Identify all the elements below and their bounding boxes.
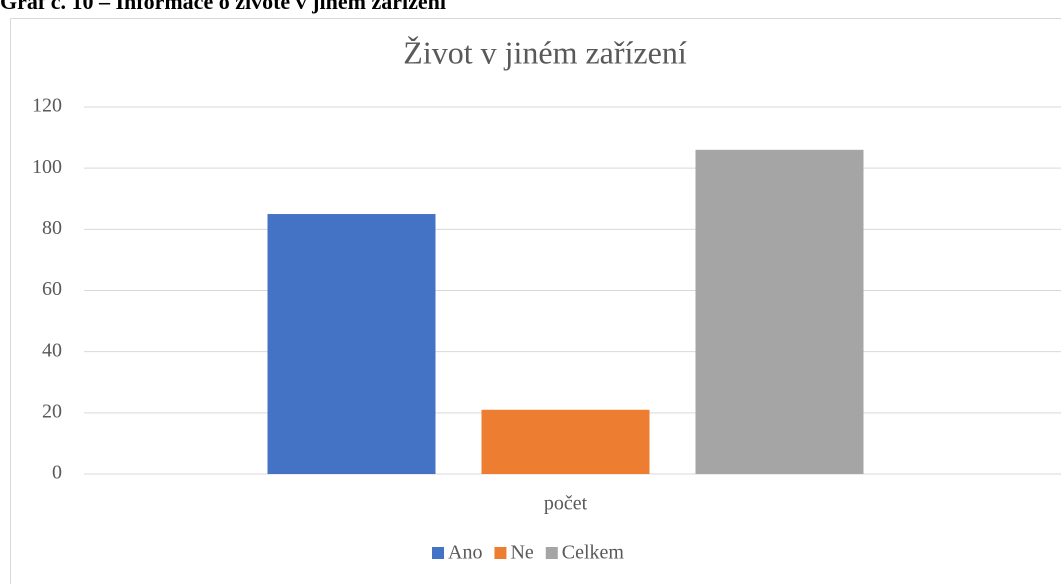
- legend-swatch: [494, 547, 507, 559]
- bar: [481, 409, 650, 474]
- legend-label: Ano: [448, 542, 482, 564]
- y-tick-label: 40: [42, 339, 62, 361]
- chart-title: Život v jiném zařízení: [403, 34, 687, 70]
- legend-label: Celkem: [562, 542, 625, 564]
- chart-frame: [10, 18, 1061, 584]
- y-tick-label: 100: [32, 156, 62, 178]
- y-tick-label: 0: [52, 462, 62, 484]
- legend-swatch: [545, 547, 558, 559]
- legend-label: Ne: [510, 542, 533, 564]
- x-tick-label: počet: [544, 493, 588, 515]
- y-tick-label: 60: [42, 278, 62, 300]
- y-tick-label: 120: [32, 95, 62, 117]
- legend-swatch: [432, 547, 444, 559]
- caption: Graf č. 10 – Informace o životě v jiném …: [0, 0, 447, 14]
- y-tick-label: 80: [42, 217, 62, 239]
- y-tick-label: 20: [42, 400, 62, 422]
- bar: [267, 214, 436, 474]
- bar: [695, 149, 864, 475]
